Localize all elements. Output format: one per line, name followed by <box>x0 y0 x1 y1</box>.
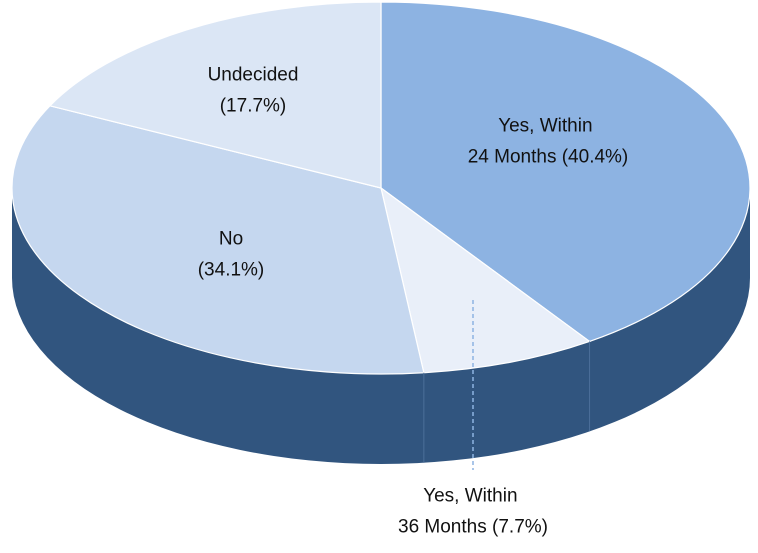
slice-value-label: (7.7%) <box>492 517 548 538</box>
pie-slice <box>11 105 425 375</box>
slice-value-label: (34.1%) <box>198 260 265 281</box>
pie-side <box>12 188 750 464</box>
slice-value-label: (17.7%) <box>220 96 287 117</box>
slice-label: Undecided <box>208 65 299 86</box>
slice-label: Yes, Within 24 Months <box>468 116 598 168</box>
pie-slice <box>48 1 382 189</box>
slice-label: No <box>219 229 243 250</box>
pie-slice <box>380 186 591 374</box>
slice-label: Yes, Within 36 Months <box>398 486 523 538</box>
slice-value-label: (40.4%) <box>562 147 629 168</box>
pie-slice <box>380 1 751 343</box>
